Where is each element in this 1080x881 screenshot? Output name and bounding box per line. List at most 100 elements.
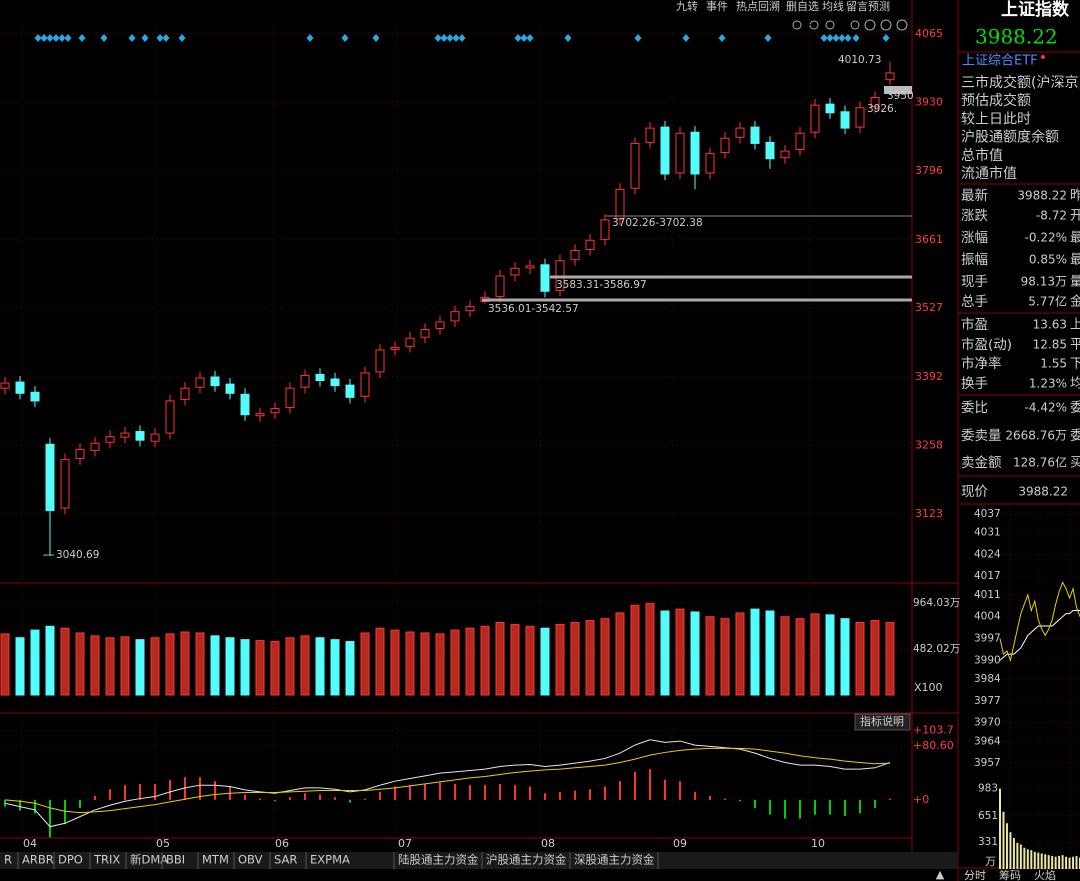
- volume-bar: [495, 621, 505, 696]
- signal-marker[interactable]: [844, 34, 852, 42]
- signal-marker[interactable]: [162, 34, 170, 42]
- panel-tab[interactable]: 火焰: [1034, 868, 1056, 881]
- signal-marker[interactable]: [58, 34, 66, 42]
- signal-marker[interactable]: [156, 34, 164, 42]
- signal-marker[interactable]: [141, 34, 149, 42]
- indicator-tab[interactable]: OBV: [238, 853, 263, 867]
- signal-marker[interactable]: [34, 34, 42, 42]
- candle-body: [585, 239, 595, 250]
- volume-bar: [165, 633, 175, 696]
- volume-bar: [750, 608, 760, 696]
- signal-marker[interactable]: [526, 34, 534, 42]
- signal-marker[interactable]: [564, 34, 572, 42]
- candle-body: [30, 391, 40, 402]
- signal-marker[interactable]: [458, 34, 466, 42]
- signal-marker[interactable]: [78, 34, 86, 42]
- signal-marker[interactable]: [306, 34, 314, 42]
- signal-marker[interactable]: [40, 34, 48, 42]
- quote-name: 上证指数: [1001, 0, 1070, 20]
- y-tick-label: +80.60: [913, 739, 954, 752]
- signal-marker[interactable]: [46, 34, 54, 42]
- candle-body: [435, 321, 445, 330]
- indicator-button-label[interactable]: 指标说明: [860, 714, 904, 728]
- signal-marker[interactable]: [452, 34, 460, 42]
- indicator-tab[interactable]: MTM: [202, 853, 229, 867]
- signal-marker[interactable]: [682, 34, 690, 42]
- signal-marker[interactable]: [852, 34, 860, 42]
- signal-marker[interactable]: [826, 34, 834, 42]
- candle-body: [375, 349, 385, 373]
- y-tick-label: 964.03万: [913, 597, 960, 609]
- toolbar-button[interactable]: 留言: [846, 0, 868, 13]
- indicator-tab[interactable]: R: [4, 853, 12, 867]
- indicator-tab[interactable]: EXPMA: [310, 853, 350, 867]
- candle-body: [45, 443, 55, 512]
- volume-bar: [195, 632, 205, 696]
- signal-marker[interactable]: [832, 34, 840, 42]
- indicator-tab[interactable]: 新DMA: [130, 853, 168, 867]
- price-annotation: 3583.31-3586.97: [556, 279, 647, 291]
- signal-marker[interactable]: [440, 34, 448, 42]
- panel-tab[interactable]: 筹码: [999, 868, 1021, 881]
- indicator-tab[interactable]: 陆股通主力资金: [398, 853, 479, 867]
- etf-link[interactable]: 上证综合ETF: [962, 54, 1038, 69]
- candle-body: [390, 346, 400, 350]
- toolbar-button[interactable]: 事件: [706, 0, 728, 13]
- signal-marker[interactable]: [64, 34, 72, 42]
- indicator-tab[interactable]: 沪股通主力资金: [486, 853, 567, 867]
- signal-marker[interactable]: [718, 34, 726, 42]
- indicator-tab[interactable]: TRIX: [93, 853, 120, 867]
- icon[interactable]: [880, 19, 892, 31]
- candle-body: [495, 275, 505, 297]
- panel-tab[interactable]: 分时: [964, 869, 986, 881]
- signal-marker[interactable]: [446, 34, 454, 42]
- indicator-tab[interactable]: 深股通主力资金: [574, 853, 655, 867]
- signal-marker[interactable]: [838, 34, 846, 42]
- signal-marker[interactable]: [100, 34, 108, 42]
- signal-marker[interactable]: [634, 34, 642, 42]
- indicator-tab[interactable]: SAR: [274, 853, 297, 867]
- y-tick-label: 4011: [974, 589, 1001, 601]
- candle-body: [810, 104, 820, 133]
- icon[interactable]: [864, 19, 876, 31]
- signal-marker[interactable]: [178, 34, 186, 42]
- volume-bar: [255, 640, 265, 696]
- signal-marker[interactable]: [514, 34, 522, 42]
- signal-marker[interactable]: [341, 34, 349, 42]
- indicator-tab[interactable]: ARBR: [22, 853, 54, 867]
- icon[interactable]: [850, 20, 860, 30]
- indicator-button[interactable]: [854, 713, 911, 731]
- volume-bar: [630, 604, 640, 696]
- toolbar-button[interactable]: 九转: [676, 0, 698, 13]
- signal-marker[interactable]: [520, 34, 528, 42]
- signal-marker[interactable]: [820, 34, 828, 42]
- signal-marker[interactable]: [882, 34, 890, 42]
- toolbar-button[interactable]: 均线: [822, 0, 844, 13]
- toolbar-button[interactable]: 预测: [868, 0, 890, 13]
- indicator-tab[interactable]: BBI: [166, 853, 185, 867]
- candle-body: [645, 127, 655, 143]
- candle-body: [195, 377, 205, 388]
- price-annotation: 3040.69: [56, 549, 99, 561]
- signal-marker[interactable]: [52, 34, 60, 42]
- toolbar-button[interactable]: 删自选: [786, 0, 819, 13]
- scroll-arrow[interactable]: ▲: [936, 868, 945, 881]
- volume-bar: [450, 629, 460, 696]
- signal-marker[interactable]: [372, 34, 380, 42]
- y-tick-label: 651: [978, 810, 998, 822]
- icon[interactable]: [896, 19, 908, 31]
- toolbar-button[interactable]: 热点回溯: [736, 0, 780, 13]
- candle-body: [150, 433, 160, 442]
- icon[interactable]: [825, 20, 835, 30]
- indicator-tab[interactable]: DPO: [58, 853, 83, 867]
- signal-marker[interactable]: [128, 34, 136, 42]
- signal-marker[interactable]: [764, 34, 772, 42]
- volume-bar: [510, 623, 520, 696]
- y-tick-label: 3970: [974, 717, 1001, 729]
- icon[interactable]: [792, 20, 802, 30]
- candle-body: [780, 150, 790, 159]
- stat-value: 1.55: [1040, 357, 1067, 371]
- stat-label: 总手: [961, 294, 988, 310]
- signal-marker[interactable]: [434, 34, 442, 42]
